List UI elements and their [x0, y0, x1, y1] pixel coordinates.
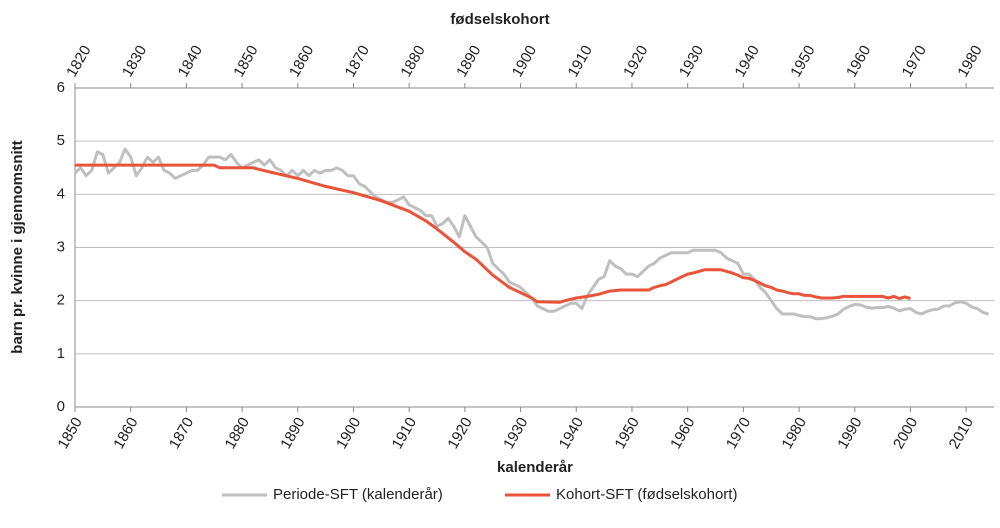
x-tick-label: 2000 [890, 414, 921, 451]
top-tick-label: 1900 [509, 43, 540, 80]
x-tick-label: 1970 [723, 414, 754, 451]
top-tick-label: 1950 [787, 43, 818, 80]
top-tick-label: 1890 [453, 43, 484, 80]
top-tick-label: 1960 [843, 43, 874, 80]
x-tick-label: 1990 [834, 414, 865, 451]
top-tick-label: 1870 [342, 43, 373, 80]
legend-label: Periode-SFT (kalenderår) [273, 486, 443, 503]
y-tick-label: 6 [57, 79, 65, 96]
y-tick-label: 1 [57, 345, 65, 362]
y-tick-label: 3 [57, 238, 65, 255]
top-tick-label: 1970 [899, 43, 930, 80]
y-axis-title: barn pr. kvinne i gjennomsnitt [9, 140, 26, 353]
x-tick-label: 1890 [277, 414, 308, 451]
top-tick-label: 1920 [620, 43, 651, 80]
y-tick-label: 5 [57, 132, 65, 149]
y-tick-label: 0 [57, 398, 65, 415]
x-tick-label: 1950 [611, 414, 642, 451]
legend-label: Kohort-SFT (fødselskohort) [556, 486, 737, 503]
x-tick-label: 1900 [333, 414, 364, 451]
top-tick-label: 1930 [676, 43, 707, 80]
top-tick-label: 1860 [286, 43, 317, 80]
x-tick-label: 1940 [556, 414, 587, 451]
top-tick-label: 1820 [63, 43, 94, 80]
top-axis-title: fødselskohort [450, 11, 549, 28]
x-tick-label: 1880 [222, 414, 253, 451]
x-tick-label: 1870 [166, 414, 197, 451]
y-tick-label: 4 [57, 185, 65, 202]
top-tick-label: 1940 [732, 43, 763, 80]
top-tick-label: 1980 [954, 43, 985, 80]
x-tick-label: 1960 [667, 414, 698, 451]
y-tick-label: 2 [57, 292, 65, 309]
series-line [73, 147, 989, 321]
top-tick-label: 1910 [564, 43, 595, 80]
x-axis-title: kalenderår [497, 459, 573, 476]
series-line [75, 163, 911, 304]
x-tick-label: 1930 [500, 414, 531, 451]
x-tick-label: 1980 [779, 414, 810, 451]
top-tick-label: 1850 [230, 43, 261, 80]
x-tick-label: 1850 [54, 414, 85, 451]
x-tick-label: 2010 [946, 414, 977, 451]
top-tick-label: 1830 [119, 43, 150, 80]
x-tick-label: 1910 [389, 414, 420, 451]
x-tick-label: 1920 [444, 414, 475, 451]
top-tick-label: 1840 [175, 43, 206, 80]
x-tick-label: 1860 [110, 414, 141, 451]
top-tick-label: 1880 [397, 43, 428, 80]
